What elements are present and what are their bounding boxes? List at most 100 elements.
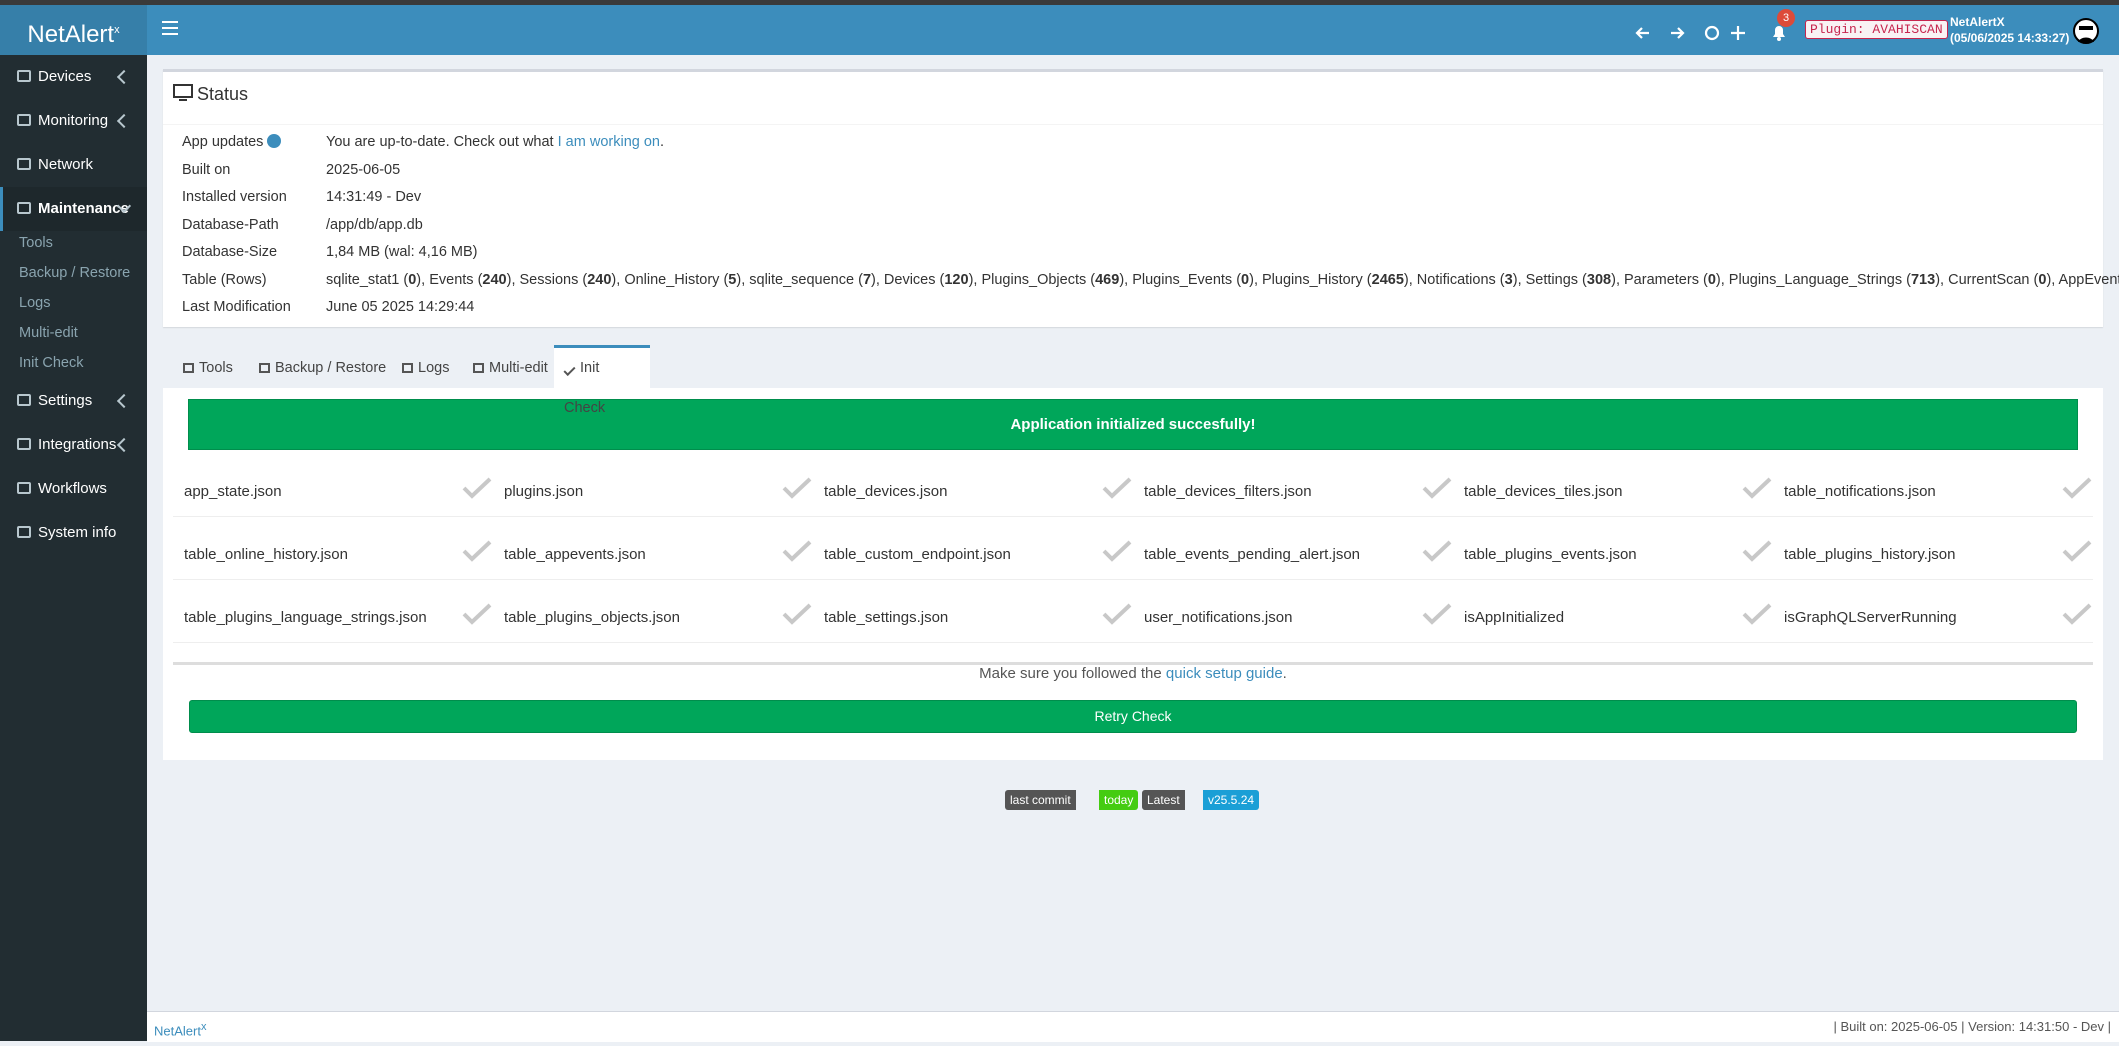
table-entry: Events 240 [429, 272, 519, 288]
footer-info: | Built on: 2025-06-05 | Version: 14:31:… [1833, 1019, 2111, 1034]
success-banner: Application initialized succesfully! [188, 399, 2078, 450]
check-mark [1742, 540, 1772, 562]
menu-icon [17, 158, 31, 170]
menu-item[interactable]: Network [0, 143, 147, 187]
brand: NetAlert [154, 1023, 201, 1039]
table-count: 469 [1086, 272, 1124, 288]
menu-item[interactable]: Integrations [0, 423, 147, 467]
table-entry: Devices 120 [884, 272, 982, 288]
check-mark [2062, 603, 2092, 625]
status-row: Table (Rows)sqlite_stat10Events240Sessio… [182, 272, 2119, 288]
tab[interactable]: Init Check [554, 345, 650, 416]
note-link[interactable]: quick setup guide [1165, 665, 1283, 682]
menu-label: Settings [38, 392, 93, 409]
tab[interactable]: Tools [173, 345, 243, 388]
menu-label: Network [38, 156, 94, 173]
nav-icons[interactable] [1635, 24, 1745, 42]
version: Version: 14:31:50 - Dev [1968, 1019, 2104, 1034]
count: 0 [1707, 271, 1716, 288]
check-item: table_online_history.json [184, 546, 348, 563]
tab-icon [402, 363, 413, 373]
check-mark [1742, 477, 1772, 499]
logo[interactable]: NetAlertx [0, 5, 147, 55]
submenu-item[interactable]: Logs [19, 295, 51, 311]
status-row: Database-Path/app/db/app.db [182, 217, 423, 233]
check-mark [1422, 477, 1452, 499]
table-name: Plugins_Language_Strings [1728, 271, 1903, 288]
table-name: Online_History [624, 271, 720, 288]
row-separator [173, 516, 2093, 517]
menu-icon [17, 482, 31, 494]
table-count: 5 [719, 272, 741, 288]
status-row: Installed version 14:31:49 - Dev [182, 189, 421, 205]
chevron [116, 437, 132, 453]
count: 469 [1095, 271, 1120, 288]
tab[interactable]: Logs [392, 345, 459, 388]
count: 2465 [1371, 271, 1404, 288]
menu-item[interactable]: Maintenance [0, 187, 147, 231]
table-entry: Plugins_History 2465 [1262, 272, 1417, 288]
check-item: table_devices_tiles.json [1464, 483, 1623, 500]
menu-icon [17, 526, 31, 538]
count: 713 [1910, 271, 1936, 288]
check-item: table_plugins_language_strings.json [184, 609, 427, 626]
submenu-item[interactable]: Tools [19, 235, 53, 251]
divider [173, 662, 2093, 665]
check-mark [2062, 477, 2092, 499]
check-mark [1422, 540, 1452, 562]
menu-label: Monitoring [38, 112, 109, 129]
table-name: Plugins_Events [1132, 271, 1233, 288]
chevron [116, 113, 132, 129]
row-value: You are up-to-date. Check out what I am … [326, 134, 664, 150]
plugin-label: Plugin: AVAHISCAN [1805, 20, 1948, 39]
badge-value[interactable]: today [1099, 790, 1139, 810]
footer-brand[interactable]: NetAlertx [154, 1012, 206, 1046]
user-info[interactable]: NetAlertX (05/06/2025 14:33:27) [1950, 14, 2069, 46]
header-bar: 3 Plugin: AVAHISCAN NetAlertX (05/06/2025… [0, 5, 2119, 55]
table-count: 0 [2030, 272, 2052, 288]
row-label: App updates [182, 134, 264, 150]
tab[interactable]: Multi-edit [463, 345, 558, 388]
menu-item[interactable]: Monitoring [0, 99, 147, 143]
retry-button[interactable]: Retry Check [189, 700, 2077, 733]
check-item: app_state.json [184, 483, 282, 500]
check-item: isGraphQLServerRunning [1784, 609, 1957, 626]
row-value: 1,84 MB (wal: 4,16 MB) [326, 244, 478, 260]
link[interactable]: I am working on [557, 134, 660, 150]
table-name: Events [429, 271, 474, 288]
submenu-item[interactable]: Multi-edit [19, 325, 78, 341]
row-value: 14:31:49 - Dev [326, 189, 422, 205]
check-mark [1102, 603, 1132, 625]
check-mark [462, 540, 492, 562]
count: 240 [587, 271, 612, 288]
tab[interactable]: Backup / Restore [249, 345, 396, 388]
status-row: Built on 2025-06-05 [182, 162, 400, 178]
top-strip [0, 0, 2119, 5]
brand: NetAlert [27, 21, 115, 48]
submenu-item[interactable]: Init Check [19, 355, 84, 371]
menu-item[interactable]: System info [0, 511, 147, 555]
menu-icon [17, 438, 31, 450]
status-row: App updates You are up-to-date. Check out… [182, 134, 664, 150]
count: 0 [408, 271, 417, 288]
menu-item[interactable]: Workflows [0, 467, 147, 511]
menu-label: System info [38, 524, 117, 541]
table-entry: Plugins_Events 0 [1132, 272, 1262, 288]
chevron [116, 69, 132, 85]
badge-value[interactable]: v25.5.24 [1203, 790, 1260, 810]
menu-label: Workflows [38, 480, 107, 497]
submenu-item[interactable]: Backup / Restore [19, 265, 131, 281]
table-entry: Sessions 240 [520, 272, 625, 288]
menu-item[interactable]: Devices [0, 55, 147, 99]
table-count: 2465 [1363, 272, 1409, 288]
badge-label[interactable]: Latest [1142, 790, 1185, 810]
menu-label: Integrations [38, 436, 117, 453]
tab-icon [259, 363, 270, 373]
avatar[interactable] [2073, 18, 2099, 44]
table-count: 713 [1902, 272, 1940, 288]
badge-label[interactable]: last commit [1005, 790, 1076, 810]
menu-item[interactable]: Settings [0, 379, 147, 423]
table-count: 7 [854, 272, 876, 288]
menu-toggle[interactable] [162, 21, 178, 35]
notification-bell[interactable] [1770, 23, 1788, 43]
